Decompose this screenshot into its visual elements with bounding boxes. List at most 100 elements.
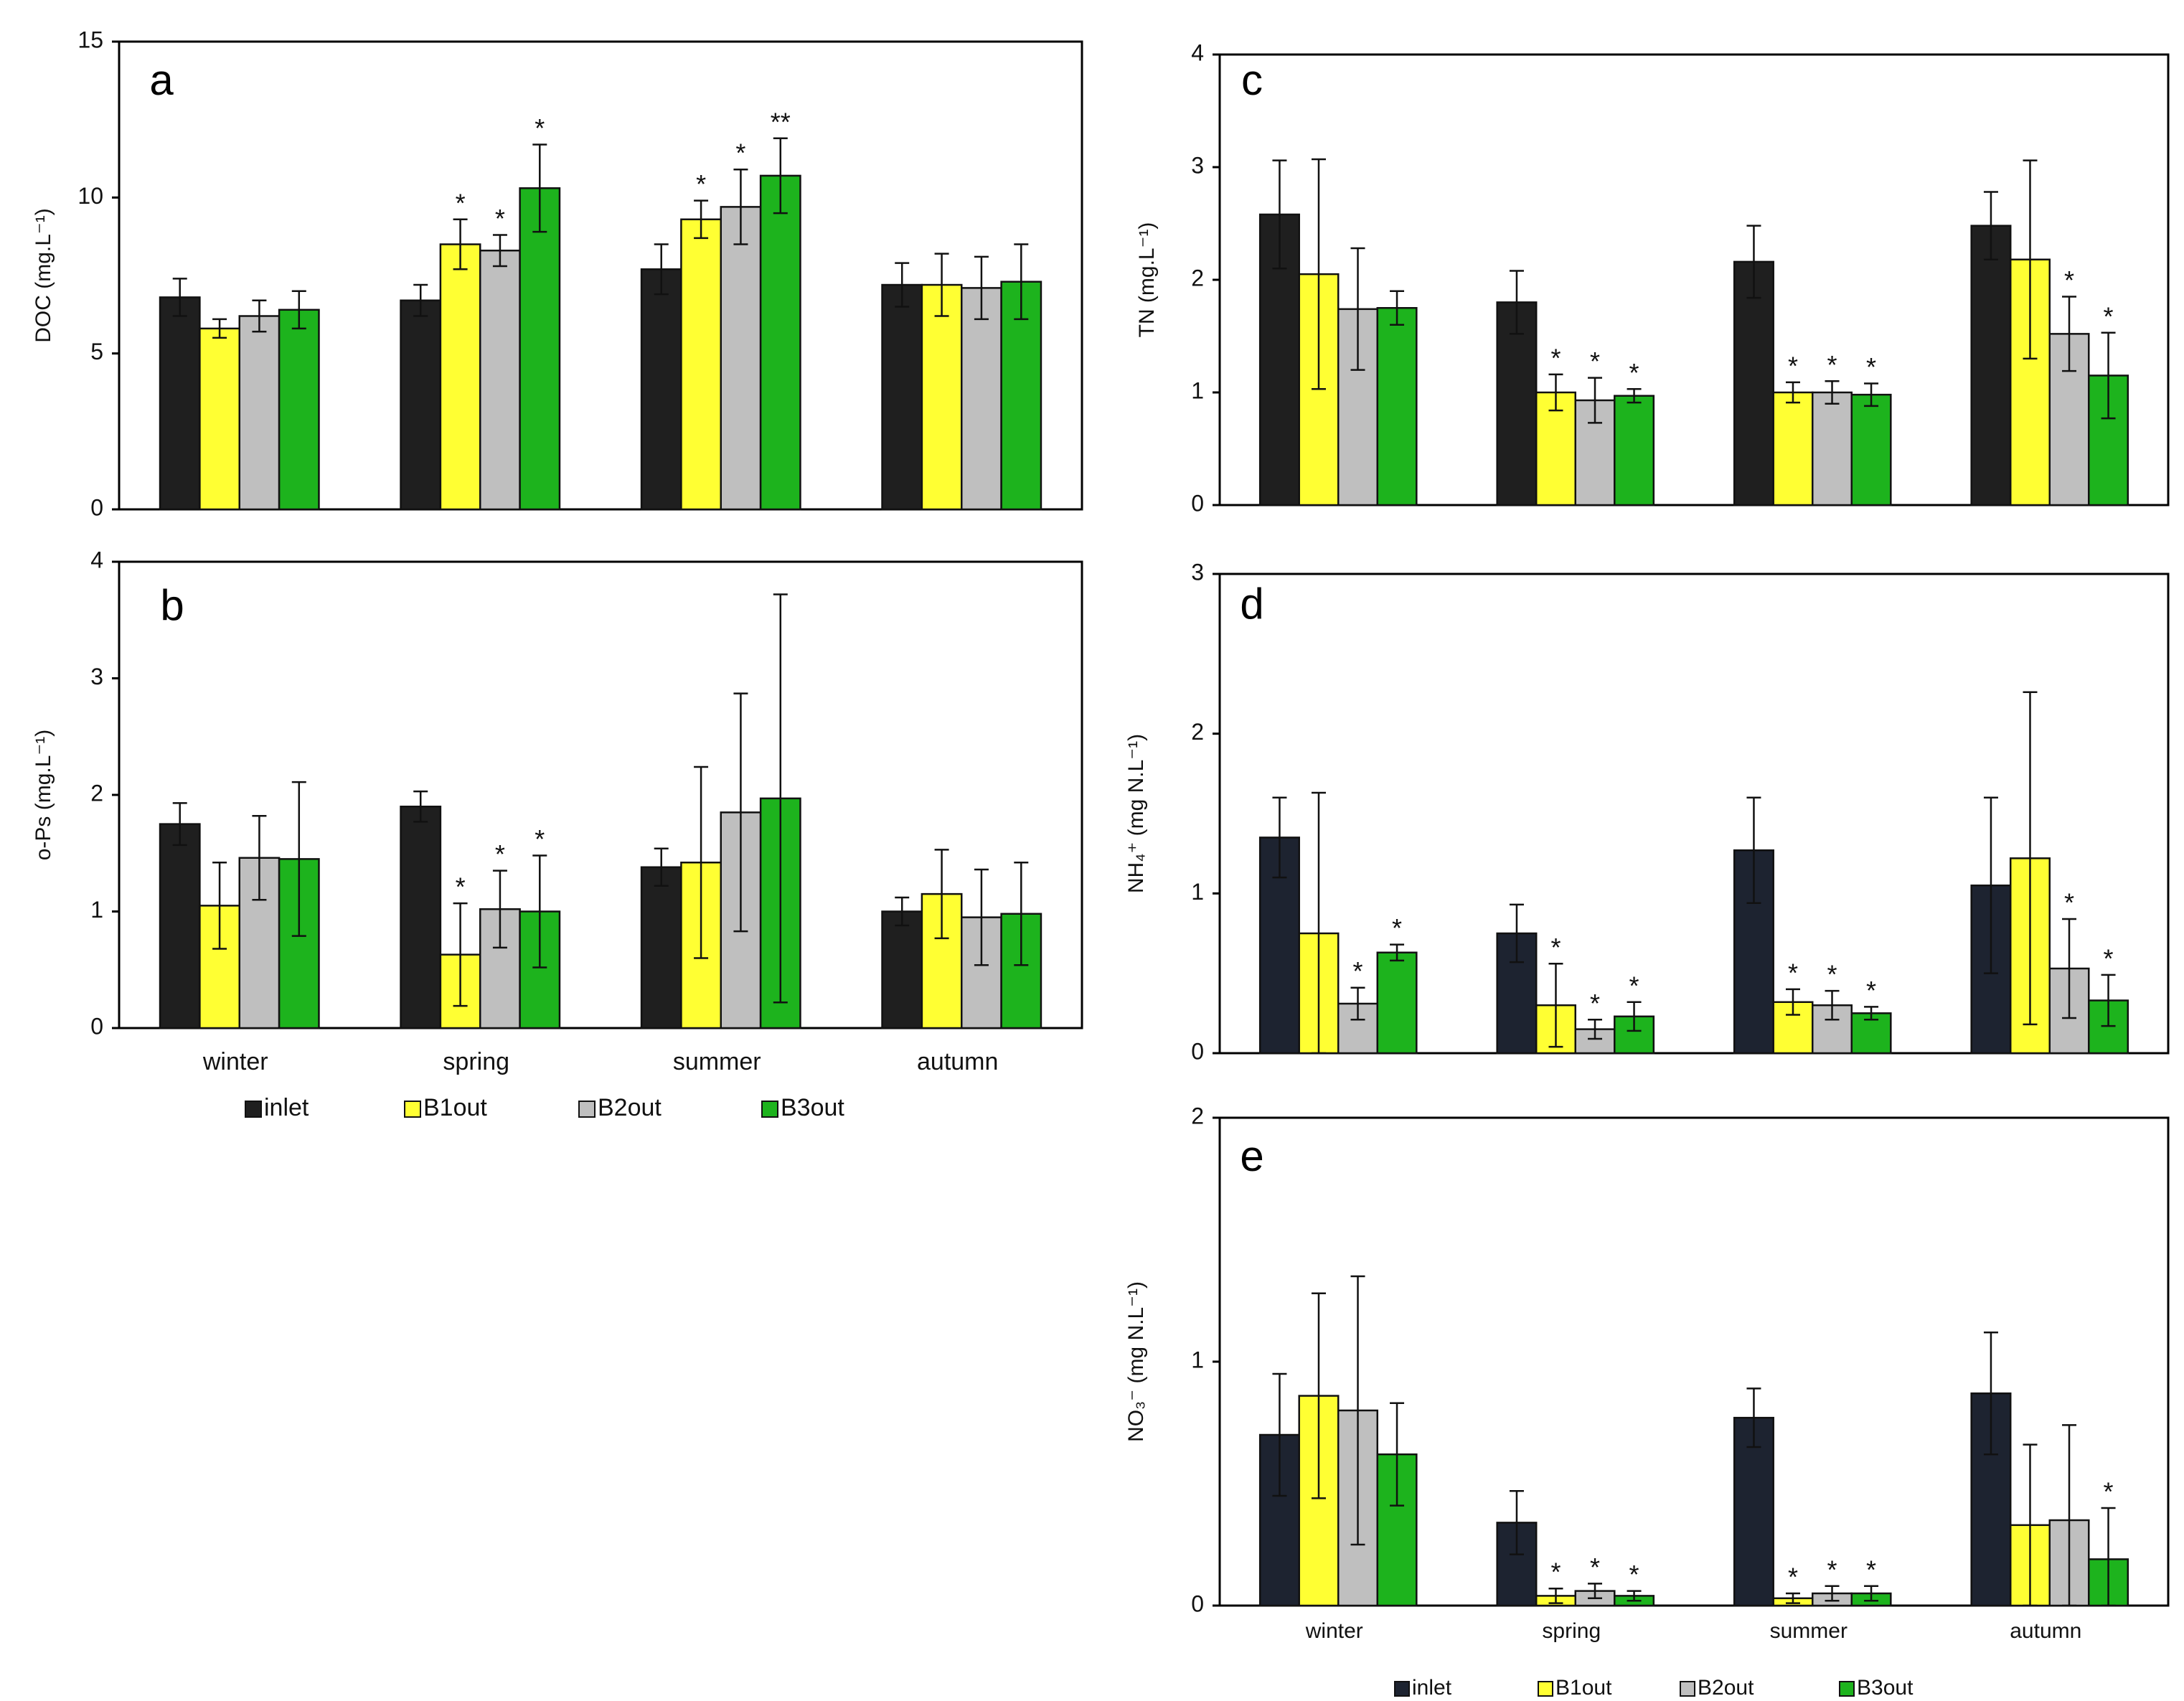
bar-B1out-summer [1772, 391, 1814, 506]
legend-swatch-inlet [1394, 1681, 1410, 1697]
legend-label-B2out: B2out [598, 1094, 662, 1121]
significance-mark: * [1827, 1555, 1837, 1584]
significance-mark: * [495, 204, 505, 233]
legend-label-B2out: B2out [1698, 1676, 1754, 1700]
legend: inlet B1out B2out B3out [245, 1094, 844, 1121]
y-tick-label: 0 [1191, 490, 1204, 516]
x-tick-label-summer: summer [1770, 1619, 1848, 1643]
y-tick-label: 1 [1191, 377, 1204, 403]
significance-mark: * [2104, 1477, 2114, 1507]
y-axis-label: NO₃⁻ (mg N.L⁻¹) [1124, 1281, 1148, 1442]
y-tick-label: 3 [90, 664, 103, 689]
legend-swatch-B1out [1538, 1681, 1553, 1697]
y-tick-label: 4 [90, 547, 103, 573]
y-tick-label: 5 [90, 339, 103, 364]
bar-inlet-spring [400, 806, 442, 1029]
bar-B2out-spring [479, 249, 521, 511]
legend-label-B3out: B3out [1857, 1676, 1914, 1700]
significance-mark: * [1550, 343, 1561, 372]
y-tick-label: 10 [77, 183, 103, 209]
panel-label: a [149, 56, 174, 104]
bar-inlet-autumn [881, 910, 923, 1029]
y-axis-label: o-Ps (mg.L⁻¹) [32, 730, 55, 861]
panel-label: b [160, 581, 184, 629]
bar-inlet-spring [1496, 301, 1538, 506]
y-axis-label: TN (mg.L⁻¹) [1135, 222, 1159, 338]
bar-B3out-winter [1376, 951, 1418, 1055]
y-tick-label: 1 [90, 897, 103, 923]
significance-mark: * [1353, 956, 1363, 986]
panel-e: 0 1 2 NO₃⁻ (mg N.L⁻¹) e * * * * * * * winter spring su… [1124, 1103, 2170, 1700]
legend-swatch-B3out [1839, 1681, 1855, 1697]
significance-mark: * [2064, 887, 2074, 917]
significance-mark: * [1827, 960, 1837, 989]
y-tick-label: 0 [90, 1013, 103, 1039]
y-tick-label: 0 [90, 494, 103, 520]
legend-label-inlet: inlet [264, 1094, 309, 1121]
significance-mark: * [456, 188, 466, 217]
significance-mark: * [1827, 350, 1837, 380]
y-tick-label: 4 [1191, 39, 1204, 65]
legend-swatch-B1out [404, 1101, 421, 1118]
y-tick-label: 3 [1191, 152, 1204, 178]
significance-mark: * [535, 824, 545, 854]
panel-b: 0 1 2 3 4 o-Ps (mg.L⁻¹) b * * * winter spring summer… [32, 547, 1083, 1121]
significance-mark: * [1788, 351, 1798, 380]
x-tick-label-autumn: autumn [917, 1048, 998, 1075]
panel-label: d [1240, 580, 1263, 628]
bar-inlet-summer [640, 866, 682, 1029]
y-tick-label: 0 [1191, 1038, 1204, 1064]
significance-mark: * [456, 872, 466, 902]
significance-mark: * [1629, 358, 1639, 387]
bar-inlet-summer [1733, 260, 1774, 506]
y-tick-label: 15 [77, 27, 103, 52]
x-tick-label-spring: spring [443, 1048, 509, 1075]
significance-mark: * [1866, 352, 1876, 382]
legend-swatch-B2out [1680, 1681, 1695, 1697]
x-tick-label-autumn: autumn [2010, 1619, 2081, 1643]
significance-mark: * [1788, 1563, 1798, 1592]
significance-mark: * [495, 839, 505, 869]
y-tick-label: 2 [90, 780, 103, 806]
x-tick-label-summer: summer [673, 1048, 761, 1075]
bar-inlet-summer [640, 268, 682, 511]
y-axis-label: NH₄⁺ (mg N.L⁻¹) [1124, 734, 1148, 893]
significance-mark: * [696, 169, 706, 199]
significance-mark: * [1550, 933, 1561, 962]
significance-mark: * [2064, 265, 2074, 295]
bar-B1out-summer [680, 218, 722, 511]
bar-inlet-autumn [881, 283, 923, 511]
bar-B3out-summer [1850, 393, 1892, 506]
x-tick-label-winter: winter [202, 1048, 268, 1075]
plot-frame [118, 40, 1083, 511]
bar-B3out-summer [1850, 1012, 1892, 1055]
panel-d: 0 1 2 3 NH₄⁺ (mg N.L⁻¹) d * * * * * * * * * * [1124, 559, 2170, 1064]
y-tick-label: 2 [1191, 265, 1204, 291]
bar-B2out-summer [720, 206, 762, 511]
bar-inlet-winter [159, 823, 201, 1029]
bar-B2out-autumn [961, 287, 1002, 511]
bar-B2out-summer [1812, 391, 1853, 506]
y-tick-label: 1 [1191, 1347, 1204, 1372]
bar-B3out-autumn [1000, 913, 1042, 1029]
panel-label: c [1241, 56, 1263, 104]
y-axis-label: DOC (mg.L⁻¹) [32, 208, 55, 343]
bar-B1out-autumn [921, 283, 963, 511]
y-tick-label: 1 [1191, 879, 1204, 905]
significance-mark: * [1866, 1555, 1876, 1584]
significance-mark: * [735, 138, 745, 168]
bar-inlet-autumn [1970, 225, 2012, 506]
significance-mark: * [2104, 301, 2114, 331]
bar-B3out-spring [519, 187, 561, 511]
plot-frame [1218, 573, 2170, 1055]
significance-mark: ** [771, 107, 791, 136]
significance-mark: * [1788, 958, 1798, 987]
bar-B1out-winter [199, 327, 240, 511]
significance-mark: * [1590, 1552, 1600, 1582]
y-tick-label: 3 [1191, 559, 1204, 585]
bar-B3out-winter [278, 308, 320, 511]
bar-inlet-spring [400, 299, 442, 511]
legend-label-inlet: inlet [1412, 1676, 1452, 1700]
panel-label: e [1240, 1132, 1263, 1180]
